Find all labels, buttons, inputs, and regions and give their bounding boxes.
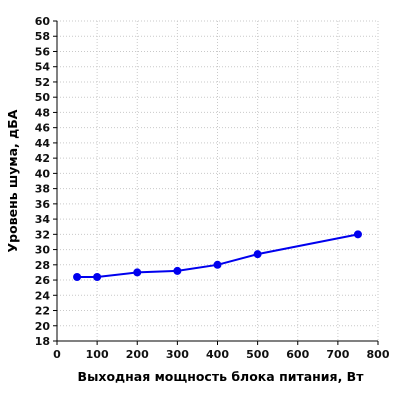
- y-tick-label: 24: [35, 289, 51, 302]
- y-tick-label: 34: [35, 213, 51, 226]
- grid: [57, 20, 379, 341]
- x-tick-label: 200: [126, 348, 149, 361]
- data-point: [353, 230, 362, 239]
- y-tick-label: 22: [35, 305, 50, 318]
- y-tick-label: 50: [35, 91, 51, 104]
- data-point: [133, 268, 142, 277]
- data-point: [173, 266, 182, 275]
- y-tick-label: 52: [35, 76, 50, 89]
- x-ticks: 0 100 200 300 400 500 600 700 800: [53, 341, 390, 361]
- y-tick-label: 38: [35, 183, 50, 196]
- y-tick-label: 54: [35, 61, 51, 74]
- y-tick-label: 56: [35, 45, 51, 58]
- x-tick-label: 0: [53, 348, 61, 361]
- x-tick-label: 400: [206, 348, 229, 361]
- y-tick-label: 28: [35, 259, 50, 272]
- x-tick-label: 700: [326, 348, 349, 361]
- y-tick-label: 32: [35, 228, 50, 241]
- y-tick-label: 44: [35, 137, 51, 150]
- data-point: [73, 273, 82, 281]
- y-tick-label: 40: [35, 167, 51, 180]
- data-point: [93, 273, 102, 281]
- x-axis-label: Выходная мощность блока питания, Вт: [78, 369, 365, 384]
- data-point: [253, 250, 262, 259]
- x-tick-label: 300: [166, 348, 189, 361]
- y-axis-label: Уровень шума, дБА: [5, 109, 20, 252]
- x-tick-label: 500: [246, 348, 269, 361]
- y-tick-label: 30: [35, 244, 51, 257]
- y-tick-label: 18: [35, 335, 50, 348]
- y-tick-label: 60: [35, 15, 51, 28]
- y-tick-label: 36: [35, 198, 51, 211]
- y-tick-label: 42: [35, 152, 50, 165]
- series: [73, 230, 362, 281]
- y-tick-label: 48: [35, 106, 50, 119]
- y-ticks: 18 20 22 24 26 28 30 32 34 36 38 40 42 44 46 48 50 52 54 56…: [35, 15, 57, 348]
- y-tick-label: 58: [35, 30, 50, 43]
- y-tick-label: 26: [35, 274, 51, 287]
- y-tick-label: 46: [35, 122, 51, 135]
- y-tick-label: 20: [35, 320, 51, 333]
- x-tick-label: 800: [367, 348, 390, 361]
- x-tick-label: 600: [286, 348, 309, 361]
- data-point: [213, 260, 222, 269]
- x-tick-label: 100: [86, 348, 109, 361]
